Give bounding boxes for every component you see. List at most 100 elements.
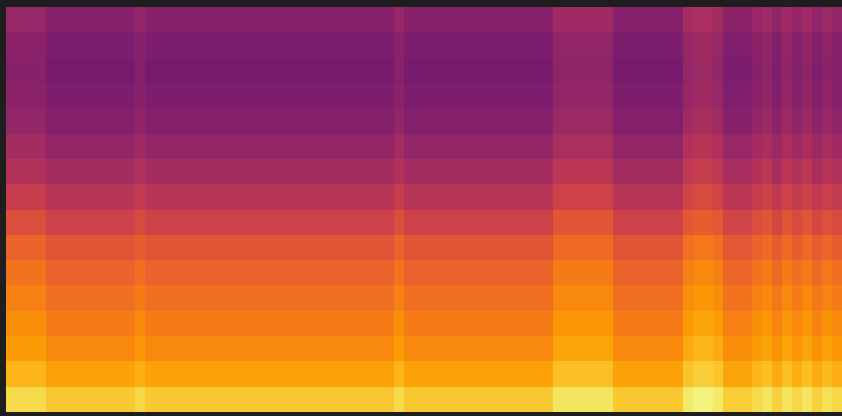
cell xyxy=(215,184,226,210)
cell xyxy=(742,235,753,261)
cell xyxy=(653,311,664,337)
cell xyxy=(76,184,87,210)
cell xyxy=(593,83,604,109)
cell xyxy=(424,108,435,134)
cell xyxy=(464,260,475,286)
cell xyxy=(56,336,67,362)
cell xyxy=(6,285,17,311)
cell xyxy=(16,387,27,412)
cell xyxy=(703,83,714,109)
cell xyxy=(6,184,17,210)
cell xyxy=(663,235,674,261)
cell xyxy=(185,387,196,412)
cell xyxy=(822,361,833,387)
cell xyxy=(762,235,773,261)
cell xyxy=(175,336,186,362)
cell xyxy=(593,210,604,236)
cell xyxy=(434,7,445,33)
cell xyxy=(66,361,77,387)
cell xyxy=(275,83,286,109)
cell xyxy=(454,7,465,33)
cell xyxy=(514,184,525,210)
cell xyxy=(812,32,823,58)
cell xyxy=(713,311,724,337)
cell xyxy=(792,336,803,362)
cell xyxy=(514,83,525,109)
cell xyxy=(792,260,803,286)
cell xyxy=(195,285,206,311)
cell xyxy=(56,210,67,236)
cell xyxy=(822,184,833,210)
cell xyxy=(384,260,395,286)
cell xyxy=(145,311,156,337)
cell xyxy=(125,159,136,185)
cell xyxy=(633,210,644,236)
cell xyxy=(563,285,574,311)
cell xyxy=(165,210,176,236)
cell xyxy=(235,336,246,362)
cell xyxy=(583,134,594,160)
cell xyxy=(305,184,316,210)
cell xyxy=(195,235,206,261)
cell xyxy=(364,83,375,109)
cell xyxy=(16,184,27,210)
cell xyxy=(36,387,47,412)
cell xyxy=(315,134,326,160)
cell xyxy=(305,134,316,160)
cell xyxy=(175,235,186,261)
cell xyxy=(46,260,57,286)
cell xyxy=(553,311,564,337)
cell xyxy=(832,83,842,109)
cell xyxy=(703,260,714,286)
cell xyxy=(494,7,505,33)
cell xyxy=(504,7,515,33)
cell xyxy=(543,311,554,337)
cell xyxy=(524,336,535,362)
cell xyxy=(772,235,783,261)
cell xyxy=(56,134,67,160)
cell xyxy=(324,184,335,210)
cell xyxy=(125,83,136,109)
chart xyxy=(0,0,842,416)
cell xyxy=(792,159,803,185)
cell xyxy=(772,260,783,286)
cell xyxy=(334,134,345,160)
cell xyxy=(66,159,77,185)
cell xyxy=(334,336,345,362)
cell xyxy=(265,260,276,286)
cell xyxy=(603,108,614,134)
cell xyxy=(215,361,226,387)
cell xyxy=(165,159,176,185)
cell xyxy=(96,235,107,261)
cell xyxy=(26,387,37,412)
cell xyxy=(454,336,465,362)
cell xyxy=(772,336,783,362)
cell xyxy=(76,210,87,236)
cell xyxy=(295,159,306,185)
cell xyxy=(215,58,226,84)
cell xyxy=(543,260,554,286)
cell xyxy=(46,210,57,236)
cell xyxy=(603,336,614,362)
cell xyxy=(484,210,495,236)
cell xyxy=(474,184,485,210)
cell xyxy=(683,311,694,337)
cell xyxy=(822,32,833,58)
cell xyxy=(295,210,306,236)
cell xyxy=(514,159,525,185)
cell xyxy=(683,108,694,134)
cell xyxy=(155,32,166,58)
cell xyxy=(593,108,604,134)
cell xyxy=(812,108,823,134)
cell xyxy=(792,32,803,58)
cell xyxy=(812,7,823,33)
cell xyxy=(504,184,515,210)
cell xyxy=(285,361,296,387)
cell xyxy=(315,58,326,84)
cell xyxy=(474,108,485,134)
cell xyxy=(96,387,107,412)
cell xyxy=(653,159,664,185)
cell xyxy=(344,210,355,236)
cell xyxy=(454,184,465,210)
cell xyxy=(315,235,326,261)
